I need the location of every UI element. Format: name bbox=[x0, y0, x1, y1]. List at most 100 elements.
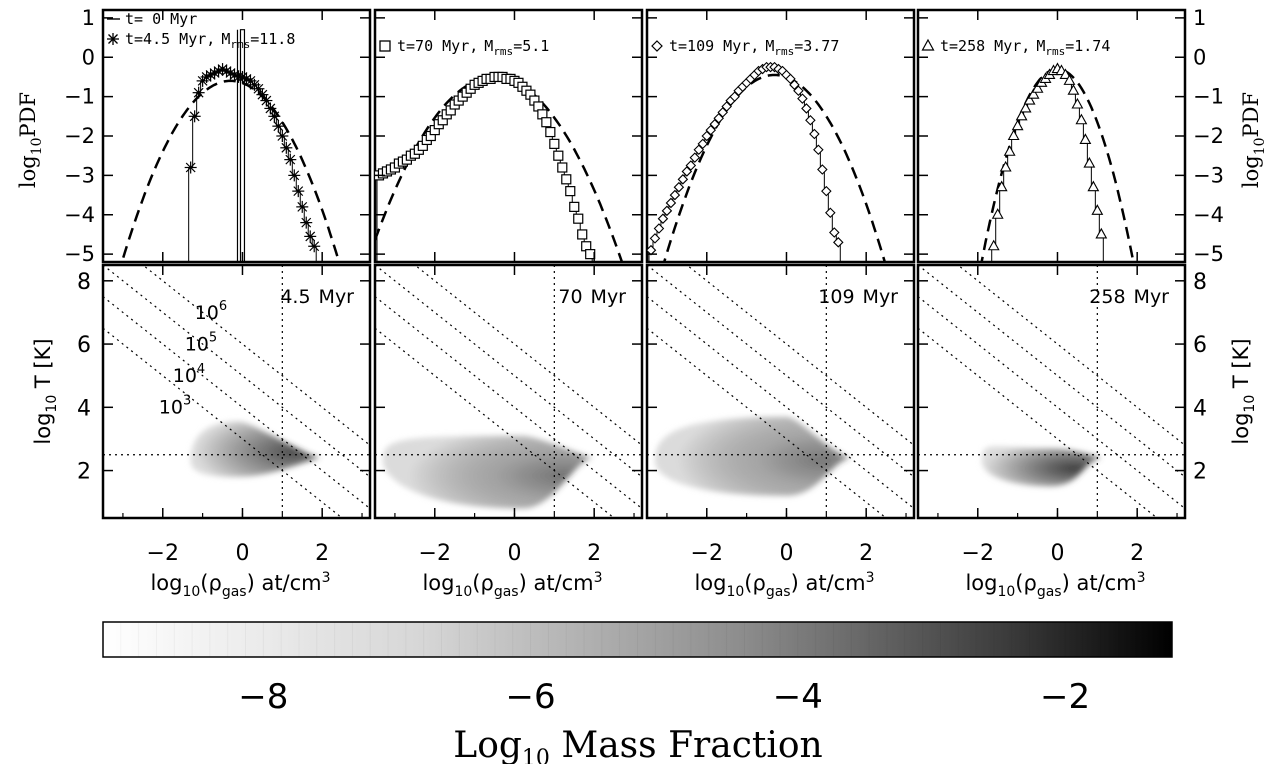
triangle-marker bbox=[1079, 133, 1092, 144]
y-tick-label: −3 bbox=[64, 163, 95, 187]
time-label: 4.5 Myr bbox=[280, 286, 354, 308]
y-tick-label: 8 bbox=[1193, 270, 1207, 295]
diamond-marker bbox=[673, 181, 685, 193]
diamond-marker bbox=[729, 91, 740, 102]
phase-panel-3: −2 0 2 109 Myr log10(ρgas) at/cm3 bbox=[645, 263, 916, 600]
y-tick-label: −1 bbox=[1193, 85, 1224, 109]
pdf-point bbox=[669, 189, 681, 201]
pdf-point bbox=[693, 144, 705, 156]
triangle-marker bbox=[1083, 156, 1096, 168]
y-tick-label: −5 bbox=[1193, 242, 1224, 266]
x-tick-label: 2 bbox=[1130, 541, 1144, 566]
diamond-marker bbox=[817, 164, 828, 175]
x-tick-label: 2 bbox=[315, 541, 329, 566]
x-tick-label: −2 bbox=[147, 541, 179, 566]
triangle-marker bbox=[1075, 113, 1088, 125]
y-axis-label: log10 T [K] bbox=[1229, 338, 1258, 444]
pdf-point bbox=[821, 185, 832, 197]
pdf-point bbox=[697, 138, 709, 150]
diamond-marker bbox=[813, 144, 824, 156]
pdf-point bbox=[304, 230, 317, 243]
triangle-marker bbox=[1015, 109, 1028, 121]
y-tick-label: −4 bbox=[64, 203, 95, 227]
y-tick-label: −2 bbox=[64, 124, 95, 148]
x-tick-label: 2 bbox=[859, 541, 873, 566]
pdf-point bbox=[793, 85, 804, 96]
legend-triangle bbox=[921, 38, 935, 51]
pdf-point bbox=[1083, 156, 1096, 168]
x-tick-label: 2 bbox=[587, 541, 601, 566]
gas-distribution bbox=[382, 435, 593, 509]
x-tick-label: −2 bbox=[691, 541, 723, 566]
diamond-marker bbox=[717, 107, 728, 118]
phase-plot-area bbox=[647, 265, 914, 518]
legend-entry: t=258 Myr, Mrms=1.74 bbox=[921, 37, 1110, 58]
pdf-point bbox=[685, 160, 697, 171]
diamond-marker bbox=[805, 114, 816, 126]
pdf-point bbox=[991, 208, 1004, 219]
pdf-point bbox=[188, 110, 201, 123]
pdf-point bbox=[717, 107, 728, 118]
pdf-point bbox=[1063, 74, 1076, 85]
marker-stroke bbox=[253, 83, 264, 94]
pdf-point bbox=[577, 229, 588, 240]
pdf-point bbox=[999, 160, 1012, 172]
diamond-marker bbox=[821, 185, 832, 197]
triangle-marker bbox=[1067, 84, 1080, 95]
marker-stroke bbox=[269, 111, 280, 122]
triangle-marker bbox=[1071, 97, 1084, 109]
colorbar-tick-label: −4 bbox=[773, 677, 823, 717]
y-tick-label: −5 bbox=[64, 242, 95, 266]
diamond-marker bbox=[681, 166, 693, 177]
pdf-point bbox=[653, 223, 665, 234]
marker-stroke bbox=[277, 131, 288, 141]
pdf-point bbox=[1031, 82, 1044, 93]
legend-text: t= 0 Myr bbox=[125, 10, 197, 28]
pdf-point bbox=[268, 110, 281, 123]
legend-asterisk bbox=[108, 34, 118, 44]
pdf-point bbox=[797, 93, 808, 104]
pdf-step-line bbox=[648, 66, 841, 262]
y-tick-label: −1 bbox=[64, 85, 95, 109]
pdf-panel-1: t= 0 Myr t=4.5 Myr, Mrms=11.8 1 0 −1 −2 −3 −4 −5 l… bbox=[16, 6, 372, 266]
y-tick-label: 4 bbox=[77, 396, 91, 421]
pdf-point bbox=[1091, 204, 1104, 215]
y-tick-label: −2 bbox=[1193, 124, 1224, 148]
diamond-marker bbox=[649, 233, 661, 244]
pdf-point bbox=[1007, 129, 1020, 141]
x-tick-label: 0 bbox=[507, 541, 521, 566]
triangle-marker bbox=[1063, 74, 1076, 85]
diamond-marker bbox=[669, 189, 681, 201]
x-tick-label: 0 bbox=[779, 541, 793, 566]
pdf-plot-area bbox=[647, 61, 887, 262]
gas-distribution bbox=[190, 421, 321, 477]
marker-stroke bbox=[261, 95, 272, 106]
pdf-point bbox=[657, 213, 669, 224]
triangle-marker bbox=[1019, 101, 1032, 113]
diamond-marker bbox=[789, 79, 800, 91]
y-tick-label: 0 bbox=[1193, 45, 1206, 69]
square-marker bbox=[569, 201, 580, 212]
marker-stroke bbox=[217, 64, 228, 74]
pdf-step-line bbox=[188, 68, 317, 262]
y-axis-label: log10PDF bbox=[1239, 92, 1268, 188]
marker-stroke bbox=[301, 217, 312, 228]
gas-distribution bbox=[981, 446, 1102, 487]
diamond-marker bbox=[797, 93, 808, 104]
pdf-point bbox=[557, 162, 568, 173]
diamond-marker bbox=[653, 223, 665, 234]
marker-stroke bbox=[273, 121, 284, 132]
marker-stroke bbox=[281, 142, 292, 153]
x-tick-label: 0 bbox=[1050, 541, 1064, 566]
square-marker bbox=[553, 150, 564, 161]
pdf-point bbox=[549, 138, 560, 149]
diamond-marker bbox=[709, 118, 721, 130]
marker-stroke bbox=[293, 186, 304, 197]
phase-plot-area bbox=[375, 265, 642, 518]
pdf-point bbox=[721, 101, 732, 112]
square-marker bbox=[545, 126, 556, 138]
pdf-point bbox=[573, 213, 584, 224]
pdf-point bbox=[813, 144, 824, 156]
pdf-point bbox=[729, 91, 740, 102]
triangle-marker bbox=[995, 180, 1008, 192]
